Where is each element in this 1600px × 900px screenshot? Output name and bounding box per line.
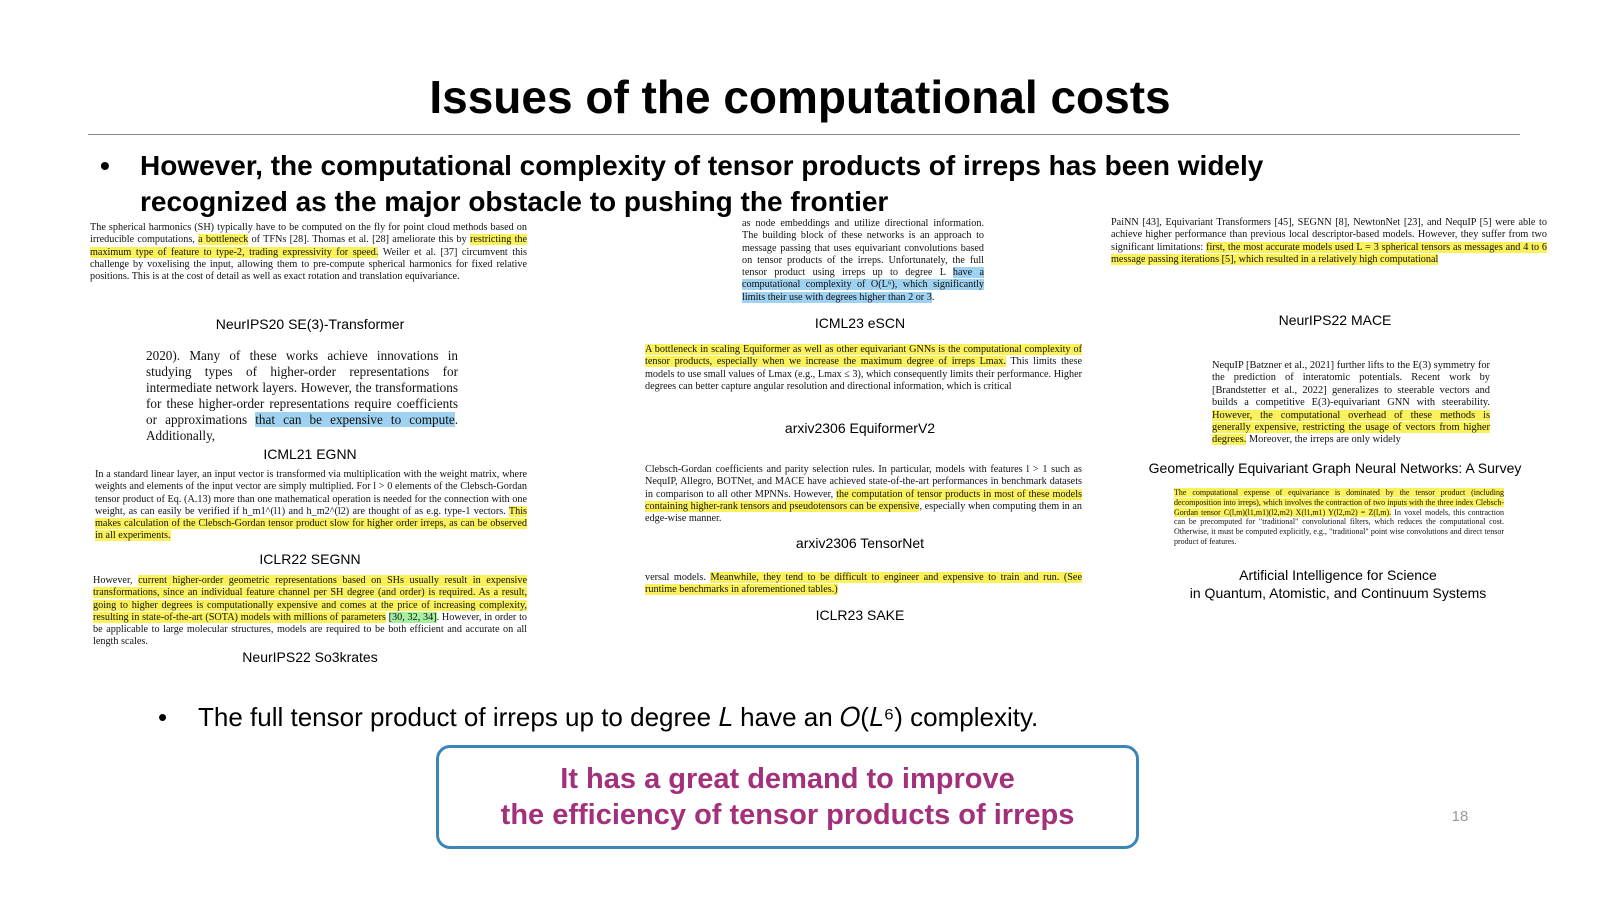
snippet-text: versal models.	[645, 572, 711, 583]
snippet-text: , especially when computing them in an e…	[645, 500, 1082, 525]
paper-snippet-se3-transformer: The spherical harmonics (SH) typically h…	[90, 222, 528, 283]
snippet-text: Clebsch-Gordan coefficients and parity s…	[645, 464, 1082, 500]
snippet-text: . However, in order to be applicable to …	[93, 611, 527, 648]
slide-title: Issues of the computational costs	[429, 71, 1171, 123]
page-number: 18	[1451, 808, 1469, 825]
snippet-highlight: A bottleneck in scaling Equiformer as we…	[645, 344, 1082, 368]
main-bullet-text: However, the computational complexity of…	[140, 150, 1264, 217]
paper-snippet-so3krates: However, current higher-order geometric …	[93, 575, 528, 649]
paper-snippet-ai-for-science: The computational expense of equivarianc…	[1174, 488, 1504, 547]
paper-snippet-mace: PaiNN [43], Equivariant Transformers [45…	[1111, 217, 1547, 266]
snippet-text: as node embeddings and utilize direction…	[742, 218, 984, 279]
snippet-text: of TFNs [28]. Thomas et al. [28] amelior…	[248, 234, 470, 246]
snippet-text: Moreover, the irreps are only widely	[1246, 434, 1401, 446]
paper-snippet-sake: versal models. Meanwhile, they tend to b…	[645, 572, 1082, 597]
title-divider	[88, 134, 1520, 135]
bullet-icon: •	[158, 702, 168, 732]
snippet-text: In voxel models, this contraction can be…	[1174, 507, 1504, 546]
callout-line-1: It has a great demand to improve	[560, 763, 1015, 795]
caption-sake: ICLR23 SAKE	[815, 607, 905, 623]
caption-mace: NeurIPS22 MACE	[1278, 312, 1392, 328]
caption-equiformerv2: arxiv2306 EquiformerV2	[784, 420, 936, 436]
snippet-text: PaiNN [43], Equivariant Transformers [45…	[1111, 217, 1547, 253]
paper-snippet-equiformerv2: A bottleneck in scaling Equiformer as we…	[645, 344, 1082, 393]
snippet-text: . Additionally,	[146, 412, 459, 443]
conclusion-callout: It has a great demand to improve the eff…	[436, 745, 1139, 849]
snippet-text: The spherical harmonics (SH) typically h…	[90, 222, 527, 246]
caption-escn: ICML23 eSCN	[814, 315, 906, 331]
caption-so3krates: NeurIPS22 So3krates	[242, 649, 378, 665]
snippet-text: This limits these models to use small va…	[645, 356, 1083, 392]
snippet-text: 2020). Many of these works achieve innov…	[146, 348, 458, 427]
snippet-text: .	[931, 291, 935, 303]
main-bullet: • However, the computational complexity …	[100, 148, 1360, 220]
snippet-text: Weiler et al. [37] circumvent this chall…	[90, 246, 527, 283]
snippet-text: NequIP [Batzner et al., 2021] further li…	[1212, 360, 1490, 409]
caption-ai-for-science-line1: Artificial Intelligence for Science	[1239, 567, 1437, 583]
snippet-text: However,	[93, 575, 139, 586]
callout-line-2: the efficiency of tensor products of irr…	[500, 799, 1075, 831]
sub-bullet: • The full tensor product of irreps up t…	[158, 700, 1158, 734]
paper-snippet-escn: as node embeddings and utilize direction…	[742, 218, 984, 304]
caption-geometric-survey: Geometrically Equivariant Graph Neural N…	[1148, 460, 1522, 476]
snippet-highlight: a bottleneck	[198, 234, 249, 246]
snippet-reference-highlight: [30, 32, 34]	[388, 611, 437, 623]
snippet-text: In a standard linear layer, an input vec…	[95, 469, 527, 517]
paper-snippet-geometric-survey: NequIP [Batzner et al., 2021] further li…	[1212, 360, 1490, 447]
paper-snippet-egnn: 2020). Many of these works achieve innov…	[146, 348, 458, 444]
caption-segnn: ICLR22 SEGNN	[259, 551, 361, 567]
caption-ai-for-science-line2: in Quantum, Atomistic, and Continuum Sys…	[1189, 585, 1487, 601]
caption-egnn: ICML21 EGNN	[263, 446, 357, 462]
sub-bullet-text: The full tensor product of irreps up to …	[198, 702, 1039, 732]
bullet-icon: •	[100, 150, 110, 181]
caption-tensornet: arxiv2306 TensorNet	[795, 535, 925, 551]
snippet-highlight: that can be expensive to compute	[255, 412, 455, 427]
paper-snippet-tensornet: Clebsch-Gordan coefficients and parity s…	[645, 464, 1082, 525]
caption-se3-transformer: NeurIPS20 SE(3)-Transformer	[215, 316, 405, 332]
paper-snippet-segnn: In a standard linear layer, an input vec…	[95, 469, 527, 543]
snippet-highlight: Meanwhile, they tend to be difficult to …	[645, 572, 1082, 596]
